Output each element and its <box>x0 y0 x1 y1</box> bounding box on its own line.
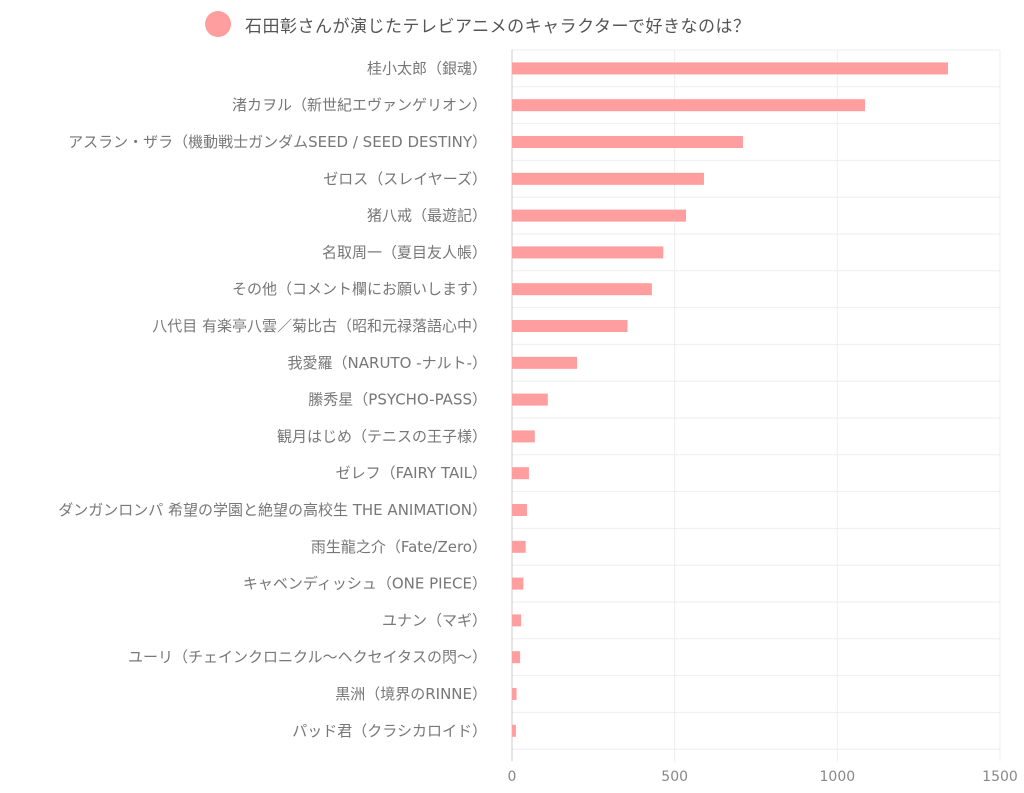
category-label: 桂小太郎（銀魂） <box>367 59 487 77</box>
legend-marker <box>205 11 231 37</box>
x-tick-label: 1000 <box>820 769 856 785</box>
bar <box>512 136 743 148</box>
bar <box>512 430 535 443</box>
bar <box>512 577 524 590</box>
bar <box>512 393 548 406</box>
bar <box>512 688 517 700</box>
category-label: その他（コメント欄にお願いします） <box>232 280 487 298</box>
bar <box>512 246 664 259</box>
category-label: 猪八戒（最遊記） <box>367 207 487 225</box>
category-label: ゼロス（スレイヤーズ） <box>323 170 487 188</box>
bar <box>512 62 948 75</box>
category-label: アスラン・ザラ（機動戦士ガンダムSEED / SEED DESTINY） <box>68 133 487 151</box>
category-label: 我愛羅（NARUTO -ナルト-） <box>288 354 487 372</box>
bar <box>512 99 865 112</box>
category-label: 八代目 有楽亭八雲／菊比古（昭和元禄落語心中） <box>152 317 487 335</box>
bar <box>512 283 652 296</box>
category-label: 観月はじめ（テニスの王子様） <box>277 427 487 445</box>
legend-label: 石田彰さんが演じたテレビアニメのキャラクターで好きなのは？ <box>245 16 751 37</box>
category-label: 雨生龍之介（Fate/Zero） <box>311 538 487 556</box>
category-label: ユナン（マギ） <box>382 611 487 629</box>
category-label: 渚カヲル（新世紀エヴァンゲリオン） <box>232 96 487 114</box>
bar <box>512 724 516 737</box>
bar <box>512 540 526 553</box>
category-label: 名取周一（夏目友人帳） <box>322 243 487 261</box>
x-tick-label: 500 <box>661 769 688 785</box>
bar <box>512 614 522 627</box>
category-label: キャベンディッシュ（ONE PIECE） <box>243 575 487 593</box>
category-label: 黒洲（境界のRINNE） <box>335 685 487 703</box>
bar <box>512 504 527 516</box>
category-label: ユーリ（チェインクロニクル〜ヘクセイタスの閃〜） <box>128 648 487 666</box>
category-label: 縢秀星（PSYCHO-PASS） <box>308 391 487 409</box>
bar <box>512 320 628 332</box>
bar <box>512 209 687 222</box>
category-label: パッド君（クラシカロイド） <box>292 722 487 740</box>
category-label: ゼレフ（FAIRY TAIL） <box>336 464 487 482</box>
x-tick-label: 1500 <box>982 769 1018 785</box>
x-tick-label: 0 <box>508 769 517 785</box>
category-label: ダンガンロンパ 希望の学園と絶望の高校生 THE ANIMATION） <box>58 501 487 519</box>
bar <box>512 356 578 369</box>
bar <box>512 467 529 480</box>
bar <box>512 651 521 664</box>
bar <box>512 172 704 185</box>
chart-legend: 石田彰さんが演じたテレビアニメのキャラクターで好きなのは？ <box>205 9 750 39</box>
